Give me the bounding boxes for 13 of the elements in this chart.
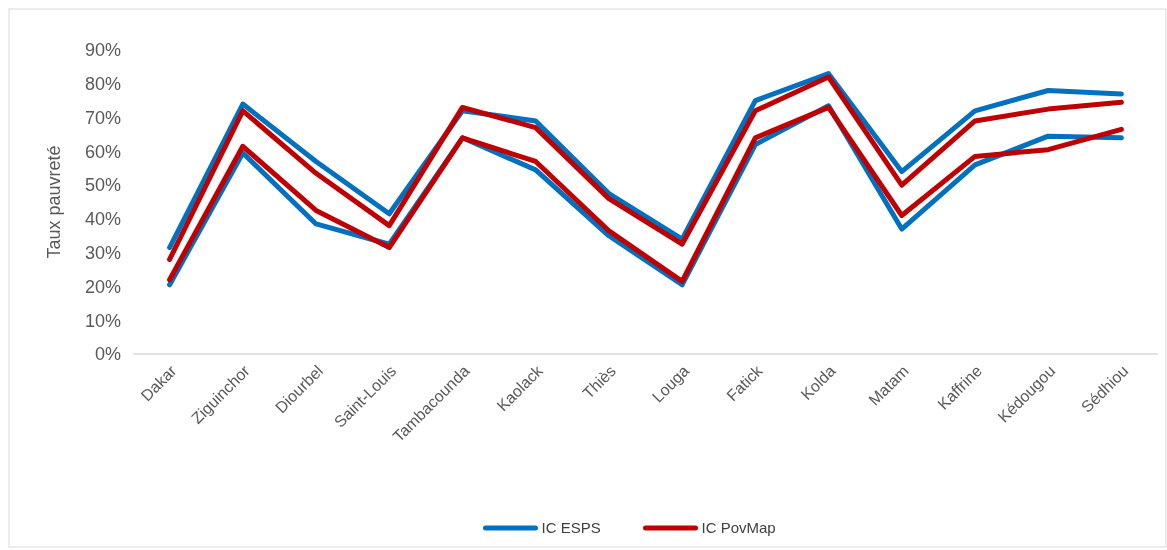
y-axis-title: Taux pauvreté (44, 145, 64, 259)
y-tick-label: 0% (94, 344, 121, 365)
legend-label: IC PovMap (701, 519, 776, 536)
y-tick-label: 20% (84, 276, 121, 297)
y-tick-label: 60% (84, 141, 121, 162)
legend-label: IC ESPS (541, 519, 601, 536)
y-tick-label: 90% (84, 40, 121, 61)
y-tick-label: 70% (84, 107, 121, 128)
y-tick-label: 30% (84, 242, 121, 263)
y-tick-label: 80% (84, 74, 121, 95)
y-tick-label: 50% (84, 175, 121, 196)
y-tick-label: 40% (84, 209, 121, 230)
y-tick-label: 10% (84, 310, 121, 331)
